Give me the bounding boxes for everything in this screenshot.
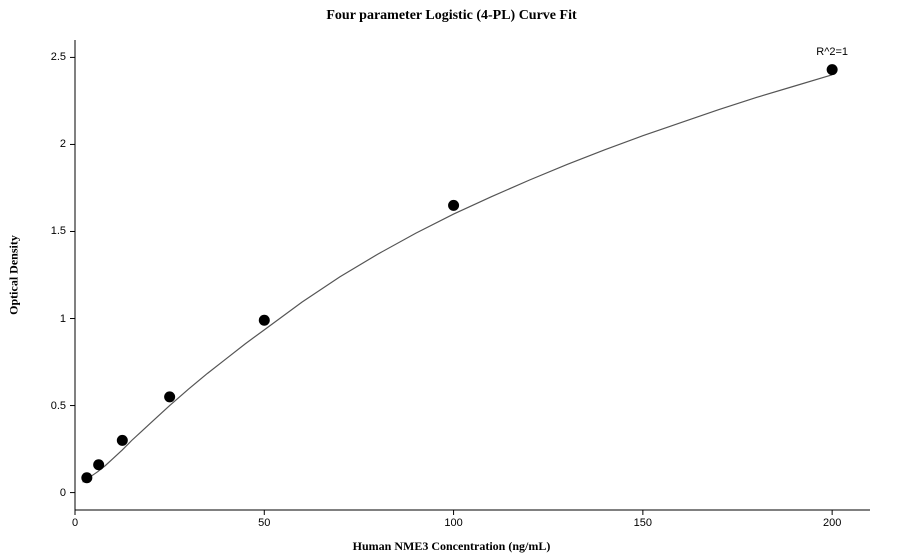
y-tick-label: 0	[60, 487, 66, 499]
y-tick-label: 1.5	[51, 225, 66, 237]
x-tick-label: 200	[823, 517, 841, 529]
chart-container: Four parameter Logistic (4-PL) Curve Fit…	[0, 0, 903, 560]
ticks-group	[70, 57, 832, 515]
x-tick-label: 150	[634, 517, 652, 529]
data-point	[259, 315, 270, 326]
data-points-group	[81, 64, 837, 483]
data-point	[448, 200, 459, 211]
y-tick-label: 1	[60, 313, 66, 325]
y-tick-label: 2.5	[51, 51, 66, 63]
y-tick-label: 0.5	[51, 400, 66, 412]
data-point	[827, 64, 838, 75]
fit-curve	[83, 75, 833, 482]
data-point	[164, 391, 175, 402]
data-point	[117, 435, 128, 446]
x-tick-label: 100	[444, 517, 462, 529]
data-point	[81, 472, 92, 483]
x-tick-label: 50	[258, 517, 270, 529]
x-tick-label: 0	[72, 517, 78, 529]
y-tick-label: 2	[60, 138, 66, 150]
r-squared-annotation: R^2=1	[816, 46, 848, 58]
plot-svg	[0, 0, 903, 560]
data-point	[93, 459, 104, 470]
axes-group	[75, 40, 870, 510]
